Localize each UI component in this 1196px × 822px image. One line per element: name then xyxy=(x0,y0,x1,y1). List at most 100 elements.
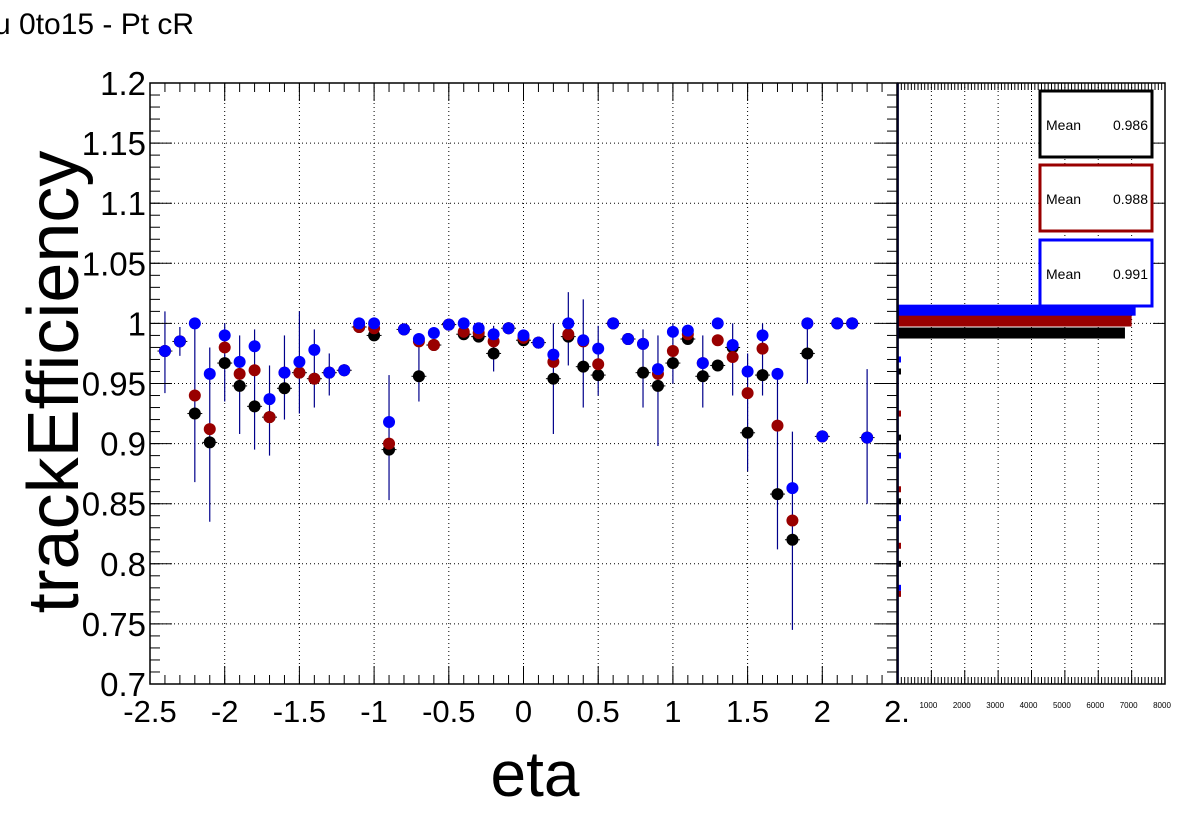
data-point-blue xyxy=(786,482,799,495)
data-point-black xyxy=(786,533,799,546)
stats-box-black xyxy=(1038,89,1154,159)
data-point-blue xyxy=(592,342,605,355)
tick-labels: -2.5 -2 -1.5 -1 -0.5 0 0.5 1 1.5 2 2. 0.7 0.75 0.8 0.8… xyxy=(82,65,910,729)
data-point-blue xyxy=(607,317,620,330)
y-tick-label: 0.85 xyxy=(82,486,146,523)
data-point-black xyxy=(278,382,291,395)
x-tick-label: -1 xyxy=(360,694,388,729)
data-point-blue xyxy=(278,366,291,379)
data-point-black xyxy=(248,400,261,413)
y-tick-label: 1.2 xyxy=(100,65,146,102)
projection-low-bin xyxy=(898,486,901,493)
data-point-blue xyxy=(188,317,201,330)
data-point-blue xyxy=(577,334,590,347)
data-point-black xyxy=(547,372,560,385)
data-point-black xyxy=(233,379,246,392)
side-frame xyxy=(897,82,1166,685)
x-tick-label: -0.5 xyxy=(422,694,475,729)
y-tick-label: 0.7 xyxy=(100,666,146,703)
data-point-blue xyxy=(308,343,321,356)
data-point-blue xyxy=(338,364,351,377)
data-point-black xyxy=(711,359,724,372)
data-point-black xyxy=(218,357,231,370)
y-axis-label: trackEfficiency xyxy=(14,151,94,614)
data-point-blue xyxy=(323,366,336,379)
data-point-blue xyxy=(457,317,470,330)
y-tick-label: 0.95 xyxy=(82,366,146,403)
projection-low-bin xyxy=(898,368,901,375)
data-point-black xyxy=(412,370,425,383)
data-point-blue xyxy=(368,317,381,330)
data-point-blue xyxy=(248,340,261,353)
data-point-black xyxy=(651,379,664,392)
x-tick-label: 2 xyxy=(814,694,831,729)
y-tick-label: 1 xyxy=(128,305,146,342)
projection-histogram: 1000 2000 3000 4000 5000 6000 7000 8000 xyxy=(897,82,1171,710)
data-point-blue xyxy=(218,329,231,342)
chart-title: u 0to15 - Pt cR xyxy=(0,8,195,41)
data-point-blue xyxy=(846,317,859,330)
data-point-blue xyxy=(622,333,635,346)
data-point-blue xyxy=(263,393,276,406)
data-point-blue xyxy=(726,339,739,352)
data-point-black xyxy=(696,370,709,383)
stats-label: Mean xyxy=(1046,191,1081,207)
projection-low-bin xyxy=(898,452,901,459)
data-point-red xyxy=(756,342,769,355)
data-point-blue xyxy=(696,357,709,370)
data-point-blue xyxy=(412,333,425,346)
data-point-blue xyxy=(442,318,455,331)
data-point-black xyxy=(756,369,769,382)
data-point-blue xyxy=(801,317,814,330)
x-tick-label: -2 xyxy=(211,694,239,729)
projection-low-bin xyxy=(898,356,901,363)
side-x-tick-label: 3000 xyxy=(986,701,1004,710)
data-point-red xyxy=(741,387,754,400)
plot-marks xyxy=(157,292,875,630)
data-point-red xyxy=(293,366,306,379)
data-point-blue xyxy=(666,325,679,338)
data-point-blue xyxy=(353,317,366,330)
projection-bar-red xyxy=(898,315,1132,327)
data-point-red xyxy=(562,328,575,341)
stats-value: 0.986 xyxy=(1113,117,1148,133)
data-point-blue xyxy=(771,367,784,380)
data-point-red xyxy=(203,423,216,436)
side-x-tick-label: 5000 xyxy=(1053,701,1071,710)
data-point-red xyxy=(188,389,201,402)
projection-bar-blue xyxy=(898,304,1136,316)
data-point-blue xyxy=(831,317,844,330)
data-point-blue xyxy=(741,365,754,378)
data-point-red xyxy=(666,345,679,358)
y-tick-label: 1.05 xyxy=(82,245,146,282)
projection-low-bin xyxy=(898,498,901,505)
projection-low-bin xyxy=(898,515,901,522)
projection-low-bin xyxy=(898,560,901,567)
data-point-black xyxy=(801,347,814,360)
data-point-blue xyxy=(487,328,500,341)
y-tick-label: 0.8 xyxy=(100,546,146,583)
y-tick-label: 1.15 xyxy=(82,125,146,162)
data-point-red xyxy=(592,358,605,371)
data-point-black xyxy=(637,366,650,379)
data-point-blue xyxy=(651,363,664,376)
projection-bar-black xyxy=(898,327,1125,339)
stats-value: 0.988 xyxy=(1113,191,1148,207)
data-point-red xyxy=(263,411,276,424)
side-x-tick-label: 8000 xyxy=(1153,701,1171,710)
plot-grid xyxy=(150,83,897,684)
data-point-blue xyxy=(472,322,485,335)
data-point-red xyxy=(726,351,739,364)
data-point-black xyxy=(592,369,605,382)
data-point-red xyxy=(248,364,261,377)
stats-boxes: Mean 0.986 Mean 0.988 Mean 0.991 xyxy=(1038,89,1154,308)
x-tick-label: -1.5 xyxy=(273,694,326,729)
data-point-blue xyxy=(756,329,769,342)
data-point-black xyxy=(666,357,679,370)
data-point-blue xyxy=(517,329,530,342)
data-point-red xyxy=(457,325,470,338)
y-tick-label: 0.9 xyxy=(100,426,146,463)
data-point-black xyxy=(487,347,500,360)
data-point-black xyxy=(577,360,590,373)
